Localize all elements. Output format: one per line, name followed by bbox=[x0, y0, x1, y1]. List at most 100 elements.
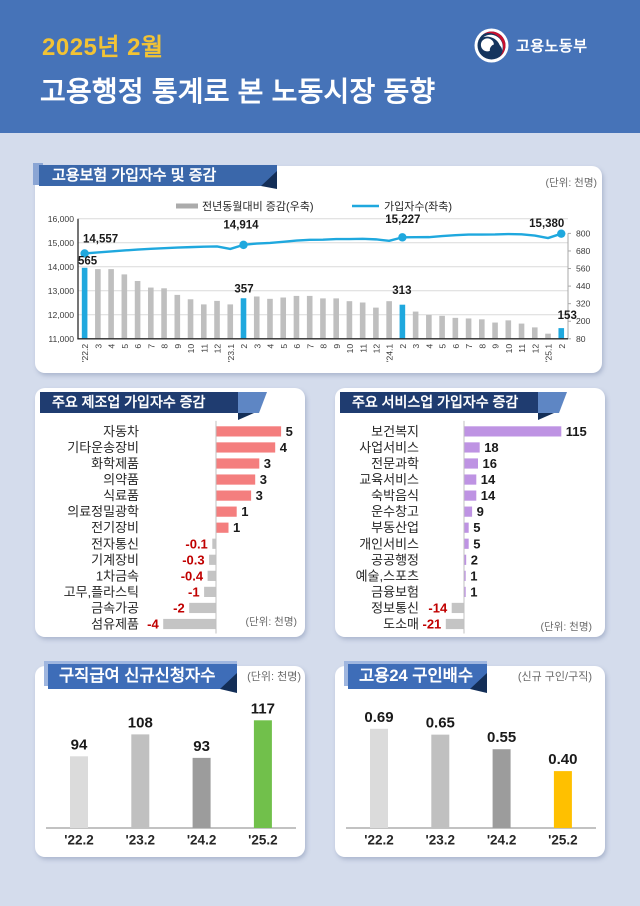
ministry-name: 고용노동부 bbox=[516, 37, 588, 55]
line-series bbox=[84, 232, 562, 255]
bar-4 bbox=[426, 314, 432, 339]
bar-2 bbox=[240, 298, 247, 339]
x-axis-label: '25.1 bbox=[544, 344, 554, 363]
category-label: 개인서비스 bbox=[359, 536, 419, 551]
bar-5 bbox=[121, 274, 128, 339]
ribbon-shape-icon bbox=[44, 661, 237, 693]
line-value-label: 14,557 bbox=[83, 233, 118, 245]
panel-title: 주요 제조업 가입자수 증감 bbox=[52, 394, 206, 410]
x-axis-label: 11 bbox=[199, 344, 209, 353]
bar-'24.1 bbox=[386, 301, 392, 339]
bar-value-label: 357 bbox=[234, 284, 253, 296]
value-label: 1 bbox=[470, 584, 477, 599]
value-label: 18 bbox=[484, 440, 498, 455]
x-axis-label: 3 bbox=[93, 344, 103, 349]
panel-vacancy: 고용24 구인배수 (신규 구인/구직) 0.69'22.2 0.65'23.2 0… bbox=[335, 661, 605, 857]
value-label-negative: -2 bbox=[173, 600, 185, 615]
value-label: 108 bbox=[128, 714, 153, 731]
x-axis-label: 4 bbox=[266, 344, 276, 349]
value-label: 14 bbox=[481, 472, 496, 487]
unit-label: (단위: 천명) bbox=[540, 621, 592, 633]
bar-2 bbox=[558, 328, 565, 339]
page-title: 고용행정 통계로 본 노동시장 동향 bbox=[40, 76, 436, 107]
line-marker-2 bbox=[557, 229, 566, 238]
value-label-negative: -21 bbox=[423, 617, 442, 632]
left-axis-label: 11,000 bbox=[48, 334, 74, 344]
panel-claims: 구직급여 신규신청자수 (단위: 천명) 94 '22.2 108 '23.2 93 '2… bbox=[35, 661, 305, 857]
panel-services: 주요 서비스업 가입자수 증감 (단위: 천명) 보건복지 115 사업서비스 18 전… bbox=[335, 388, 605, 637]
bar-value-label: 313 bbox=[392, 285, 411, 297]
right-axis-label: 80 bbox=[576, 334, 586, 344]
value-label: 5 bbox=[286, 424, 293, 439]
x-axis-label: 9 bbox=[173, 344, 183, 349]
value-label: 2 bbox=[471, 552, 478, 567]
x-axis-label: '23.2 bbox=[126, 833, 156, 848]
category-label: 화학제품 bbox=[91, 456, 139, 471]
bar-8 bbox=[161, 288, 167, 339]
bar-1차금속 bbox=[207, 570, 216, 581]
manufacturing-bar-chart: 자동차 5 기타운송장비 4 화학제품 3 의약품 3 식료품 3 의료정밀광학 1 전기장비 1 전자통신… bbox=[64, 420, 293, 634]
bar-12 bbox=[531, 327, 538, 339]
ribbon-shape-icon bbox=[33, 163, 277, 189]
x-axis-label: 5 bbox=[279, 344, 289, 349]
bar-'24.2 bbox=[192, 757, 211, 828]
bar-부동산업 bbox=[464, 522, 469, 533]
line-value-label: 14,914 bbox=[223, 219, 259, 231]
x-axis-label: 5 bbox=[120, 344, 130, 349]
bar-7 bbox=[465, 318, 472, 339]
category-label: 예술,스포츠 bbox=[356, 568, 419, 583]
bar-6 bbox=[134, 280, 141, 339]
bar-보건복지 bbox=[464, 426, 562, 437]
category-label: 도소매 bbox=[383, 617, 419, 632]
x-axis-label: 11 bbox=[358, 344, 368, 353]
bar-'23.2 bbox=[431, 734, 450, 828]
value-label: 94 bbox=[71, 736, 88, 753]
x-axis-label: 8 bbox=[319, 344, 329, 349]
bar-7 bbox=[306, 295, 313, 339]
x-axis-label: 3 bbox=[411, 344, 421, 349]
x-axis-label: '22.2 bbox=[364, 833, 394, 848]
value-label: 0.55 bbox=[487, 729, 516, 746]
value-label: 1 bbox=[470, 568, 477, 583]
category-label: 교육서비스 bbox=[359, 472, 419, 487]
bar-12 bbox=[373, 307, 379, 339]
category-label: 전자통신 bbox=[91, 536, 139, 551]
bar-'22.2 bbox=[70, 756, 88, 828]
bar-10 bbox=[505, 320, 512, 339]
value-label: 5 bbox=[473, 520, 480, 535]
bar-9 bbox=[492, 322, 498, 339]
legend-label: 전년동월대비 증감(우축) bbox=[202, 200, 314, 213]
left-axis-label: 12,000 bbox=[48, 310, 75, 320]
x-axis-label: 2 bbox=[239, 344, 249, 349]
category-label: 1차금속 bbox=[96, 568, 139, 583]
category-label: 의약품 bbox=[103, 472, 139, 487]
right-axis-label: 560 bbox=[576, 264, 591, 274]
x-axis-label: 12 bbox=[530, 344, 540, 354]
value-label: 4 bbox=[280, 440, 288, 455]
x-axis-label: 8 bbox=[477, 344, 487, 349]
ribbon-shape-icon bbox=[40, 392, 267, 420]
bar-'23.2 bbox=[131, 734, 150, 828]
x-axis-label: '22.2 bbox=[80, 344, 90, 363]
x-axis-label: 9 bbox=[332, 344, 342, 349]
ministry-logo: 고용노동부 bbox=[474, 27, 588, 63]
header-banner: 2025년 2월 고용행정 통계로 본 노동시장 동향 고용노동부 bbox=[0, 0, 640, 133]
category-label: 공공행정 bbox=[371, 552, 419, 567]
value-label: 0.69 bbox=[364, 709, 393, 726]
category-label: 전기장비 bbox=[91, 520, 139, 535]
bar-전문과학 bbox=[464, 458, 478, 469]
bar-개인서비스 bbox=[464, 538, 469, 549]
category-label: 숙박음식 bbox=[371, 488, 419, 503]
ribbon-shape-icon bbox=[344, 661, 487, 693]
x-axis-label: 12 bbox=[213, 344, 223, 354]
bar-2 bbox=[399, 304, 406, 339]
report-period: 2025년 2월 bbox=[42, 34, 164, 61]
bar-11 bbox=[359, 302, 366, 339]
category-label: 부동산업 bbox=[371, 520, 419, 535]
x-axis-label: 6 bbox=[292, 344, 302, 349]
bar-'25.2 bbox=[553, 771, 572, 828]
unit-label: (신규 구인/구직) bbox=[517, 671, 592, 683]
category-label: 보건복지 bbox=[371, 424, 419, 439]
bar-value-label: 153 bbox=[558, 310, 577, 322]
ribbon-shape-icon bbox=[340, 392, 567, 420]
